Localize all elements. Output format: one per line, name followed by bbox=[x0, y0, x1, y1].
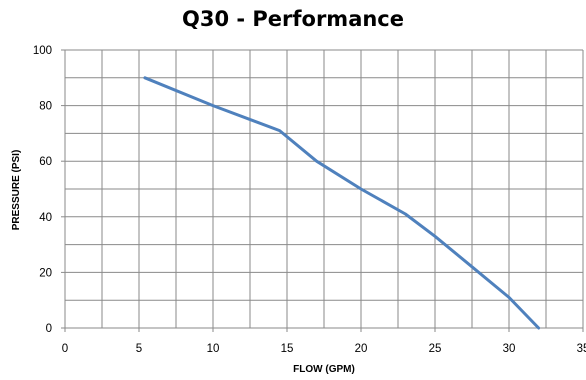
y-tick-label: 60 bbox=[39, 156, 52, 168]
y-tick-label: 100 bbox=[33, 45, 52, 57]
y-tick-label: 80 bbox=[39, 101, 52, 113]
y-tick-label: 40 bbox=[39, 212, 52, 224]
y-axis-title: PRESSURE (PSI) bbox=[11, 150, 22, 231]
x-tick-label: 5 bbox=[136, 343, 142, 355]
x-tick-label: 20 bbox=[355, 343, 368, 355]
x-tick-label: 15 bbox=[281, 343, 294, 355]
x-tick-label: 30 bbox=[503, 343, 516, 355]
chart-title: Q30 - Performance bbox=[182, 7, 404, 31]
y-tick-label: 20 bbox=[39, 267, 52, 279]
y-tick-label: 0 bbox=[46, 323, 52, 335]
grid-lines bbox=[65, 49, 584, 328]
axes bbox=[61, 49, 584, 332]
x-tick-label: 25 bbox=[429, 343, 442, 355]
x-tick-label: 0 bbox=[62, 343, 68, 355]
x-tick-label: 10 bbox=[207, 343, 220, 355]
x-tick-label: 35 bbox=[577, 343, 586, 355]
series-layer bbox=[143, 76, 541, 330]
tick-labels: 0 20 40 60 80 100 0 5 10 15 20 25 30 35 bbox=[33, 45, 586, 355]
x-axis-title: FLOW (GPM) bbox=[293, 364, 355, 375]
series-line bbox=[143, 76, 541, 330]
